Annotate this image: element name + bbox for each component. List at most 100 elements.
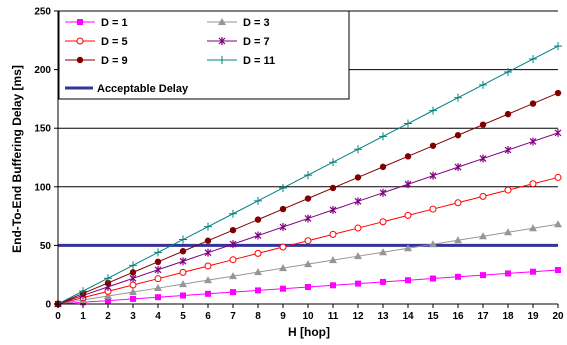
data-point bbox=[180, 292, 186, 299]
data-point bbox=[304, 260, 312, 268]
data-point bbox=[430, 275, 436, 282]
legend-entry: D = 3 bbox=[207, 17, 270, 29]
data-point bbox=[379, 163, 387, 171]
data-point bbox=[329, 158, 337, 167]
series-d1 bbox=[55, 267, 561, 307]
data-point bbox=[479, 80, 487, 89]
x-tick-label: 6 bbox=[205, 311, 211, 322]
data-point bbox=[129, 274, 137, 283]
data-point bbox=[530, 268, 536, 275]
tick-labels: 0 1 2 3 4 5 6 7 8 9 10 11 12 13 14 15 16 17 18 19 2005010015… bbox=[34, 7, 564, 323]
data-point bbox=[454, 163, 462, 172]
data-point bbox=[504, 110, 512, 118]
legend-marker bbox=[218, 18, 226, 25]
data-point bbox=[229, 240, 237, 249]
x-tick-label: 19 bbox=[527, 311, 539, 322]
data-point bbox=[354, 174, 362, 181]
data-point bbox=[479, 232, 487, 240]
data-point bbox=[555, 267, 561, 274]
legend-label: D = 9 bbox=[101, 55, 128, 67]
data-point bbox=[329, 205, 337, 214]
series-d7 bbox=[54, 128, 562, 308]
y-tick-label: 200 bbox=[34, 65, 51, 76]
data-point bbox=[379, 218, 387, 226]
y-tick-label: 100 bbox=[34, 182, 51, 193]
legend-label: Acceptable Delay bbox=[97, 83, 189, 95]
data-point bbox=[229, 272, 237, 280]
data-point bbox=[529, 180, 537, 188]
data-point bbox=[279, 243, 287, 251]
data-point bbox=[229, 209, 237, 218]
data-point bbox=[254, 268, 262, 276]
data-point bbox=[130, 295, 136, 302]
x-tick-label: 11 bbox=[328, 311, 339, 322]
legend-entry: D = 1 bbox=[65, 17, 128, 29]
data-point bbox=[354, 145, 362, 154]
x-axis-label: H [hop] bbox=[288, 325, 330, 339]
legend-label: D = 11 bbox=[243, 55, 275, 67]
data-point bbox=[254, 231, 262, 240]
data-point bbox=[429, 142, 437, 149]
data-point bbox=[304, 214, 312, 223]
data-point bbox=[554, 89, 562, 97]
data-point bbox=[254, 196, 262, 205]
data-point bbox=[405, 277, 411, 284]
data-point bbox=[480, 272, 486, 279]
data-point bbox=[154, 265, 162, 274]
data-point bbox=[479, 154, 487, 163]
data-point bbox=[129, 281, 137, 289]
legend-box bbox=[58, 10, 350, 100]
legend-label: D = 1 bbox=[101, 17, 128, 29]
data-point bbox=[354, 224, 362, 232]
data-point bbox=[329, 256, 337, 264]
data-point bbox=[279, 223, 287, 231]
data-point bbox=[179, 235, 187, 244]
plot-area bbox=[54, 42, 562, 308]
x-tick-label: 2 bbox=[105, 311, 111, 322]
data-point bbox=[404, 244, 412, 252]
y-tick-label: 250 bbox=[34, 7, 51, 18]
data-point bbox=[104, 279, 112, 287]
data-point bbox=[454, 93, 462, 102]
data-point bbox=[154, 248, 162, 257]
data-point bbox=[204, 262, 212, 270]
series-d11 bbox=[54, 42, 562, 308]
data-point bbox=[355, 280, 361, 287]
legend: D = 1 D = 3 D = 5 D = 7 D = 9 D = 11 Acceptabl… bbox=[58, 10, 350, 100]
legend-label: D = 3 bbox=[243, 17, 270, 29]
data-point bbox=[504, 228, 512, 236]
data-point bbox=[129, 288, 137, 296]
y-tick-label: 50 bbox=[40, 241, 52, 252]
data-point bbox=[205, 290, 211, 297]
data-point bbox=[154, 284, 162, 292]
legend-entry-acceptable-delay: Acceptable Delay bbox=[65, 83, 189, 95]
x-tick-label: 1 bbox=[80, 311, 86, 322]
data-point bbox=[404, 211, 412, 219]
x-tick-label: 14 bbox=[402, 311, 414, 322]
data-point bbox=[179, 248, 187, 255]
data-point bbox=[379, 248, 387, 256]
data-point bbox=[104, 292, 112, 300]
legend-label: D = 7 bbox=[243, 36, 270, 48]
x-tick-label: 20 bbox=[552, 311, 564, 322]
legend-label: D = 5 bbox=[101, 36, 128, 48]
legend-marker bbox=[218, 37, 226, 45]
x-tick-label: 13 bbox=[377, 311, 389, 322]
x-tick-label: 10 bbox=[302, 311, 314, 322]
data-point bbox=[129, 261, 137, 270]
legend-entry: D = 7 bbox=[207, 36, 270, 48]
y-tick-label: 0 bbox=[45, 300, 51, 311]
data-point bbox=[155, 294, 161, 301]
x-tick-label: 7 bbox=[230, 311, 236, 322]
data-point bbox=[554, 42, 562, 51]
data-point bbox=[504, 145, 512, 154]
legend-marker bbox=[76, 56, 84, 64]
data-point bbox=[529, 55, 537, 64]
data-point bbox=[229, 256, 237, 264]
series-d9 bbox=[54, 89, 562, 308]
data-point bbox=[404, 180, 412, 189]
data-point bbox=[154, 275, 162, 283]
x-tick-label: 4 bbox=[155, 311, 161, 322]
data-point bbox=[454, 199, 462, 207]
data-point bbox=[79, 287, 87, 296]
